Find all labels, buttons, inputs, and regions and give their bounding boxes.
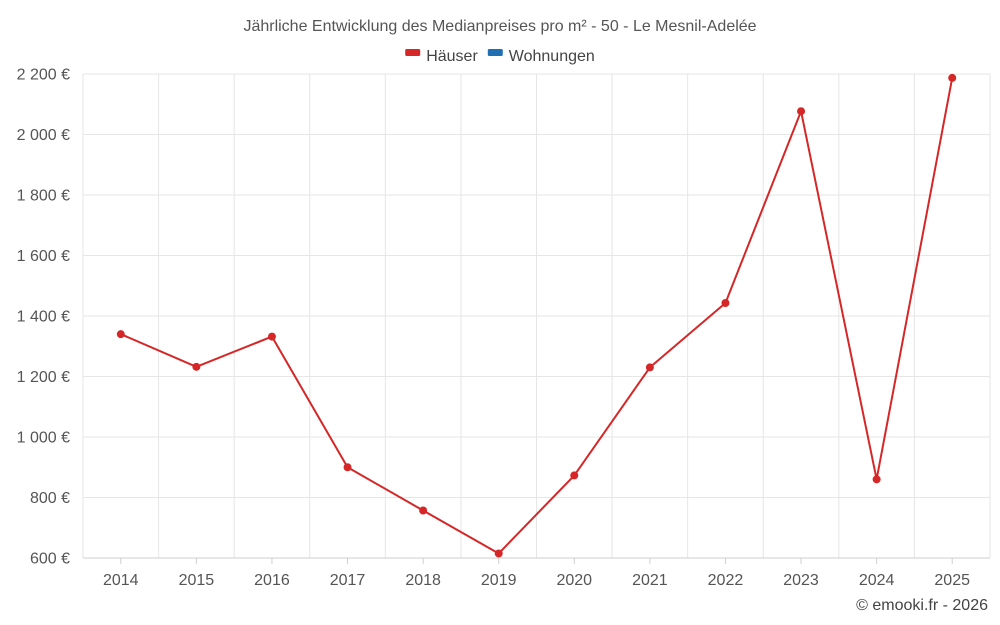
x-tick-label: 2023 xyxy=(783,572,819,589)
x-tick-label: 2020 xyxy=(556,572,592,589)
x-tick-label: 2024 xyxy=(859,572,895,589)
x-tick-label: 2021 xyxy=(632,572,668,589)
y-tick-label: 1 200 € xyxy=(17,369,70,386)
y-tick-label: 2 200 € xyxy=(17,67,70,84)
data-point xyxy=(343,463,352,472)
x-tick-label: 2022 xyxy=(708,572,744,589)
series-line xyxy=(120,77,954,555)
chart-title: Jährliche Entwicklung des Medianpreises … xyxy=(243,18,756,35)
legend-label: Wohnungen xyxy=(509,48,595,65)
legend-label: Häuser xyxy=(426,48,478,65)
legend: Häuser Wohnungen xyxy=(405,48,595,65)
data-point xyxy=(872,475,881,484)
grid xyxy=(82,73,991,559)
data-point xyxy=(419,506,428,515)
y-tick-label: 1 600 € xyxy=(17,248,70,265)
data-point xyxy=(494,549,503,558)
data-point xyxy=(721,298,730,307)
credit-label: © emooki.fr - 2026 xyxy=(856,597,988,614)
data-point xyxy=(948,73,957,82)
x-axis: 2014 2015 2016 2017 2018 2019 2020 2021 2022 2023… xyxy=(103,558,970,589)
x-tick-label: 2018 xyxy=(405,572,441,589)
x-tick-label: 2014 xyxy=(103,572,139,589)
y-tick-label: 600 € xyxy=(30,551,70,568)
y-tick-label: 1 400 € xyxy=(17,309,70,326)
y-tick-label: 1 800 € xyxy=(17,188,70,205)
data-point xyxy=(797,107,806,116)
data-point xyxy=(192,362,201,371)
data-point xyxy=(267,332,276,341)
data-point xyxy=(570,471,579,480)
y-tick-label: 2 000 € xyxy=(17,127,70,144)
legend-swatch xyxy=(405,49,421,56)
x-tick-label: 2015 xyxy=(179,572,215,589)
legend-swatch xyxy=(487,49,503,56)
y-axis: 600 € 800 € 1 000 € 1 200 € 1 400 € 1 600 € 1 … xyxy=(17,67,70,568)
data-point xyxy=(645,363,654,372)
y-tick-label: 800 € xyxy=(30,490,70,507)
x-tick-label: 2019 xyxy=(481,572,517,589)
x-tick-label: 2017 xyxy=(330,572,366,589)
y-tick-label: 1 000 € xyxy=(17,430,70,447)
series xyxy=(116,73,957,558)
x-tick-label: 2016 xyxy=(254,572,290,589)
x-tick-label: 2025 xyxy=(934,572,970,589)
data-point xyxy=(116,330,125,339)
